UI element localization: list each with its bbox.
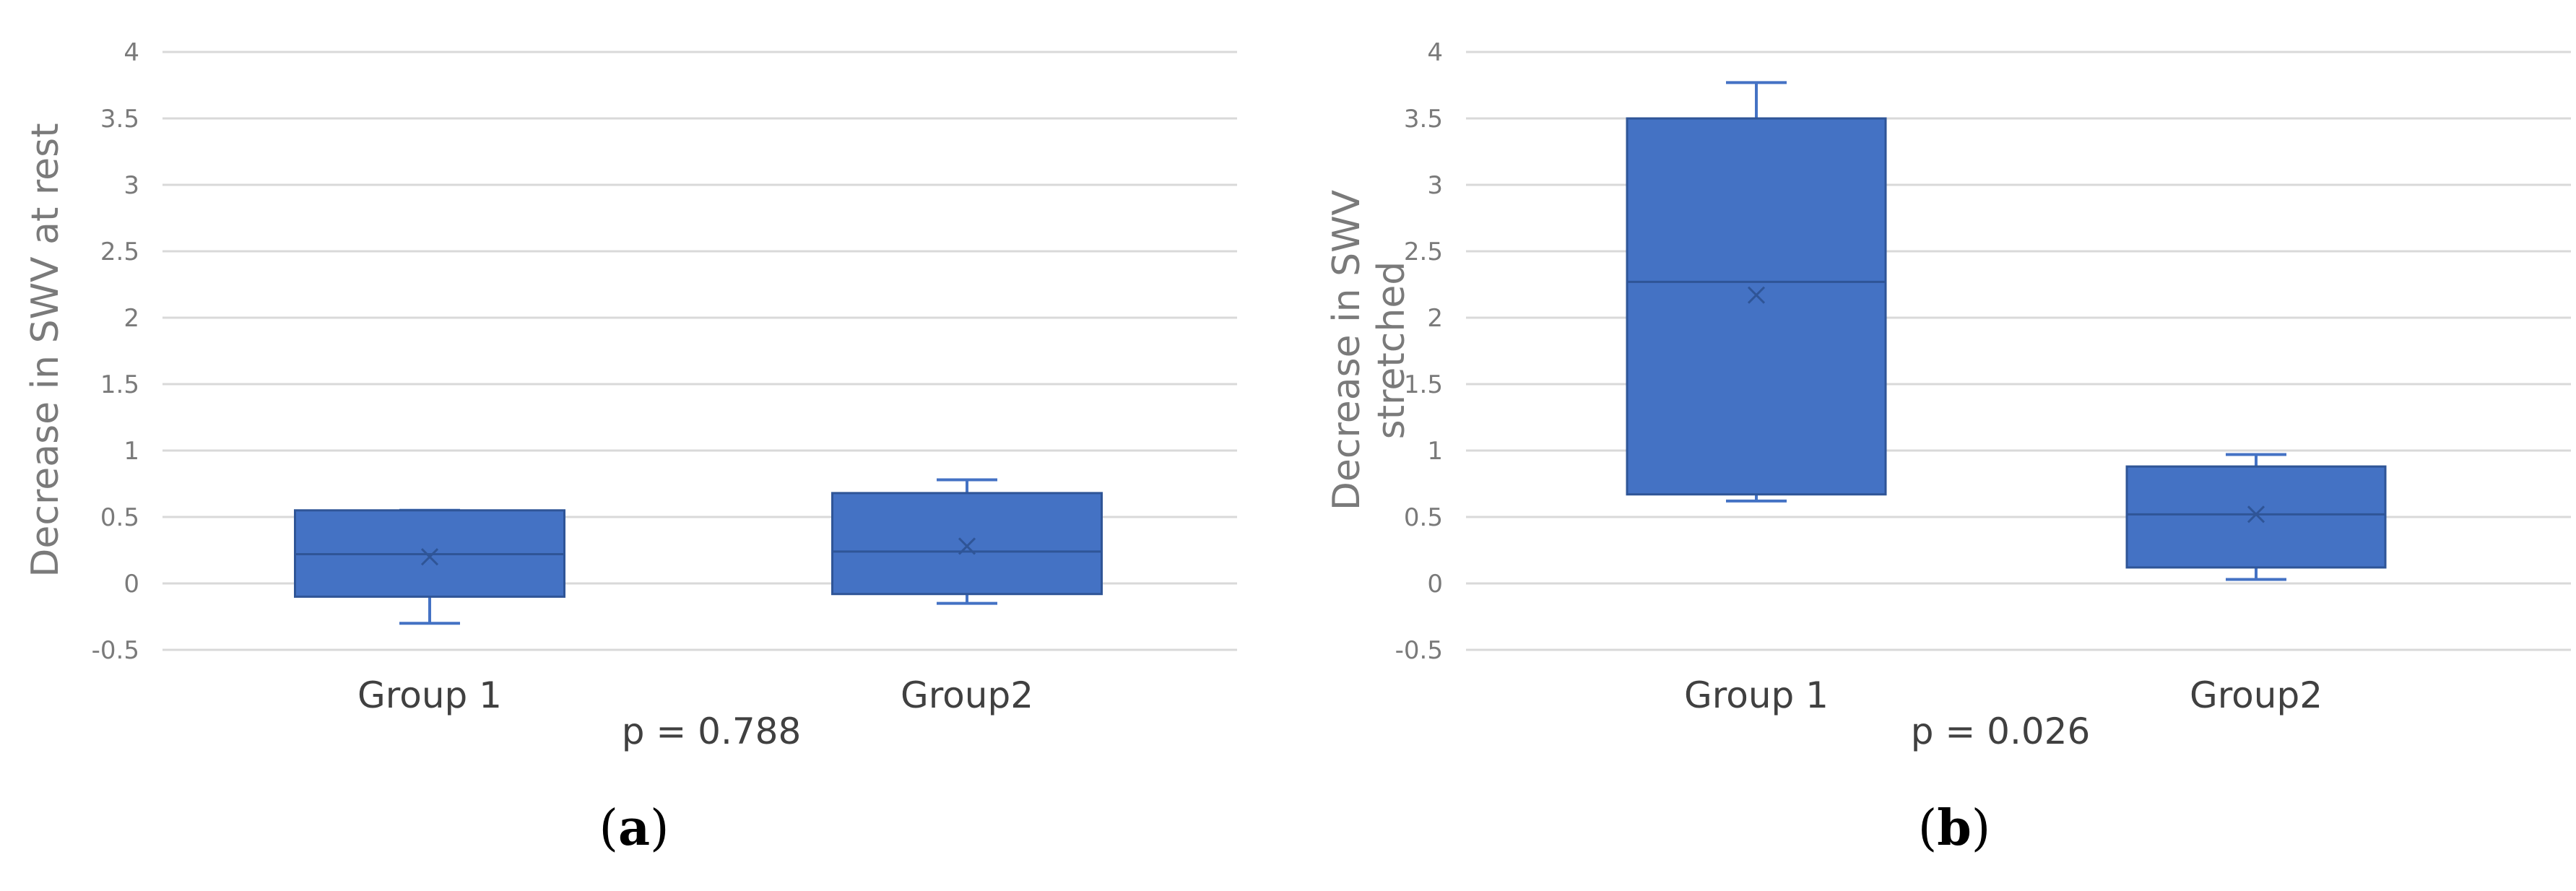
y-axis-title-line: Decrease in SWV at rest xyxy=(24,123,67,577)
y-tick-label: 0.5 xyxy=(1404,503,1443,532)
y-axis-title: Decrease in SWV at rest xyxy=(24,123,67,577)
x-category-label: Group 1 xyxy=(357,674,502,716)
y-tick-label: 2 xyxy=(123,304,139,333)
y-tick-label: 0.5 xyxy=(100,503,139,532)
x-category-label: Group 1 xyxy=(1684,674,1829,716)
y-tick-label: 4 xyxy=(123,38,139,67)
y-axis-title: Decrease in SWVstretched xyxy=(1325,189,1413,510)
p-value-annotation: p = 0.788 xyxy=(622,710,802,752)
y-tick-label: 3.5 xyxy=(1404,105,1443,134)
mean-marker xyxy=(1747,286,1766,304)
mean-marker xyxy=(420,548,439,566)
iqr-box xyxy=(2125,465,2387,569)
chart-panel-b: -0.5 0 0.5 1 1.5 2 2.5 3 3.5 4 Group 1 Group2 Decrea… xyxy=(1325,38,2571,857)
y-tick-label: 0 xyxy=(1427,570,1443,599)
y-tick-label: 1.5 xyxy=(100,370,139,399)
box-group-1 xyxy=(1626,81,1887,503)
y-tick-label: 1.5 xyxy=(1404,370,1443,399)
y-tick-label: 3 xyxy=(1427,171,1443,200)
y-tick-label: -0.5 xyxy=(92,636,139,665)
y-tick-label: -0.5 xyxy=(1395,636,1443,665)
mean-marker xyxy=(2247,505,2265,523)
y-tick-label: 2 xyxy=(1427,304,1443,333)
y-tick-label: 3 xyxy=(123,171,139,200)
iqr-box xyxy=(831,492,1103,596)
iqr-box xyxy=(1626,117,1887,496)
y-tick-label: 1 xyxy=(123,437,139,466)
box-group-1 xyxy=(294,508,565,625)
panel-label: (b) xyxy=(1918,799,1991,857)
y-tick-label: 0 xyxy=(123,570,139,599)
x-category-label: Group2 xyxy=(901,674,1033,716)
y-tick-label: 2.5 xyxy=(100,238,139,266)
y-tick-label: 3.5 xyxy=(100,105,139,134)
y-tick-label: 4 xyxy=(1427,38,1443,67)
panel-label: (a) xyxy=(599,799,669,857)
y-axis-title-line: Decrease in SWV xyxy=(1325,189,1369,510)
x-category-label: Group2 xyxy=(2190,674,2323,716)
y-tick-label: 1 xyxy=(1427,437,1443,466)
box-group-2 xyxy=(2125,453,2387,581)
mean-marker xyxy=(958,537,976,555)
y-axis-title-line: stretched xyxy=(1370,261,1413,440)
chart-panel-a: -0.5 0 0.5 1 1.5 2 2.5 3 3.5 4 Group 1 Group2 Decrea… xyxy=(24,38,1237,857)
box-group-2 xyxy=(831,478,1103,605)
p-value-annotation: p = 0.026 xyxy=(1911,710,2091,752)
y-tick-label: 2.5 xyxy=(1404,238,1443,266)
